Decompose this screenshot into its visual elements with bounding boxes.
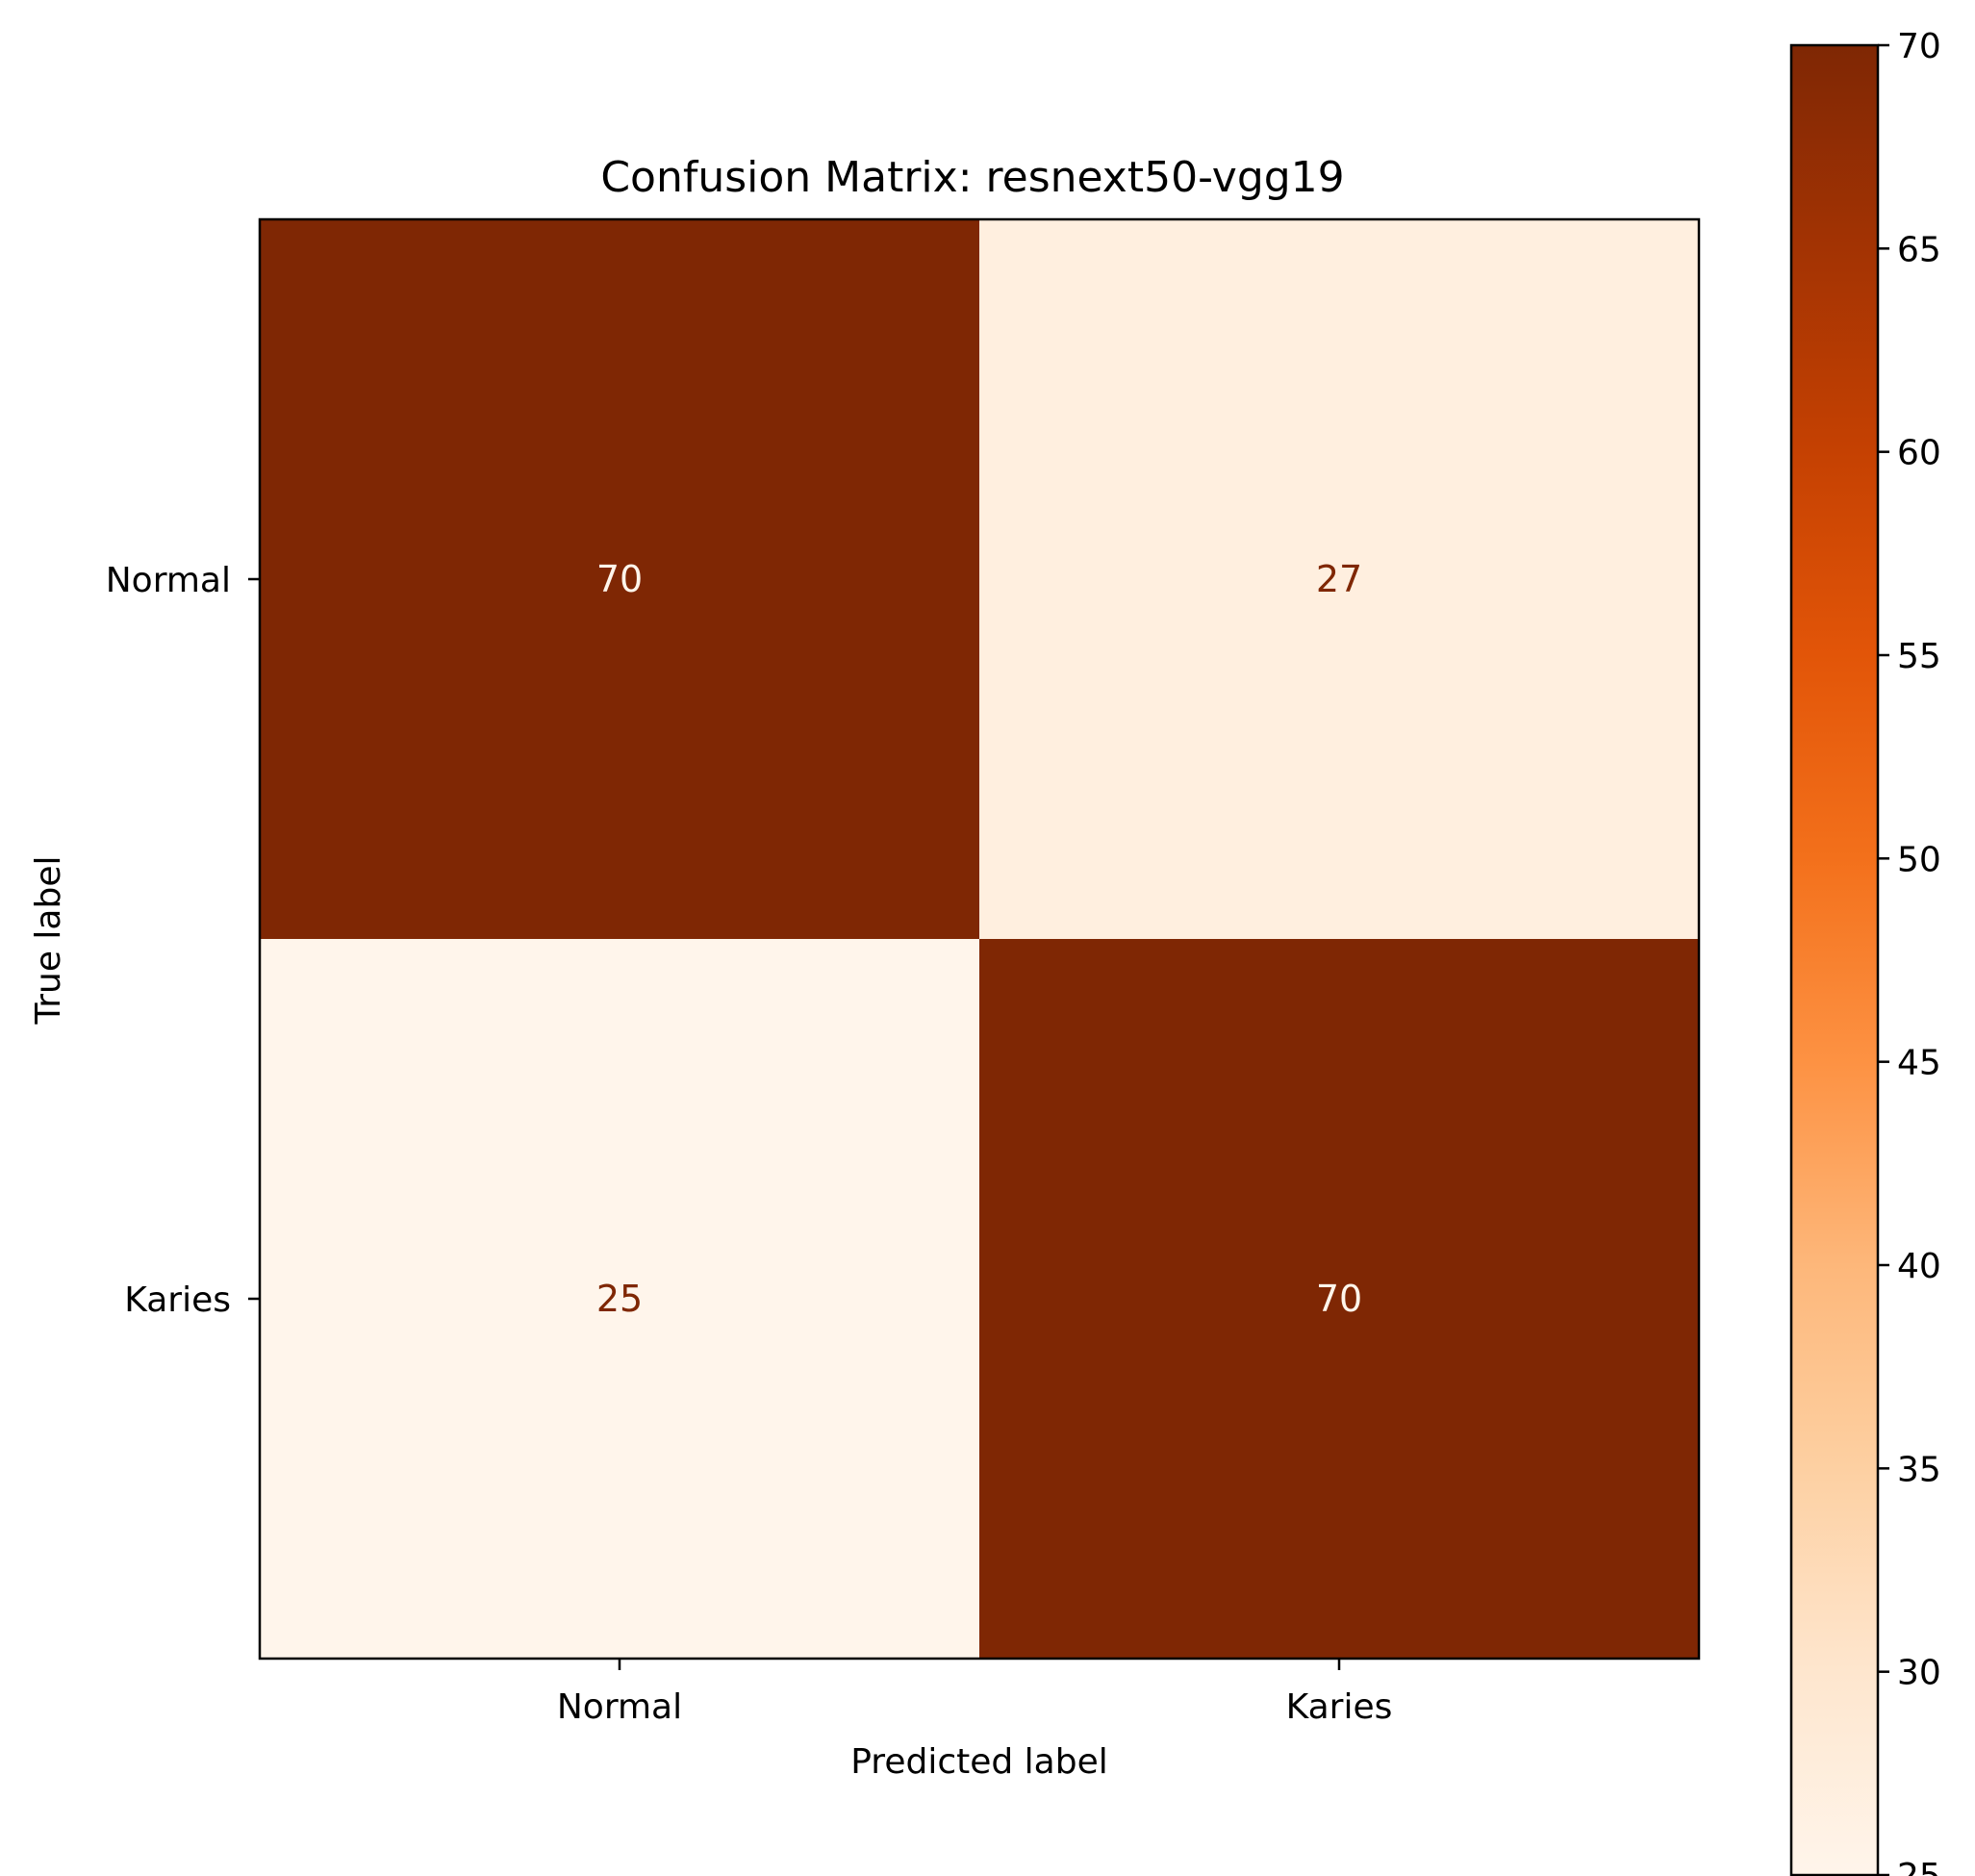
heatmap-cell xyxy=(260,219,979,939)
x-tick-label: Normal xyxy=(557,1687,682,1727)
colorbar-frame xyxy=(1789,43,1880,1876)
colorbar-tick-label: 45 xyxy=(1897,1044,1941,1083)
cell-value-label: 70 xyxy=(596,558,643,600)
heatmap-cell-labels: 70 27 25 70 xyxy=(596,558,1362,1320)
x-tick-label: Karies xyxy=(1286,1687,1393,1727)
y-tick-label: Normal xyxy=(106,561,231,600)
colorbar-ticks: 25 30 35 40 45 50 55 60 65 70 xyxy=(1878,27,1941,1876)
heatmap-cell xyxy=(979,219,1699,939)
x-axis-ticks: Normal Karies xyxy=(557,1659,1393,1727)
heatmap-cell xyxy=(979,939,1699,1659)
colorbar-tick-label: 50 xyxy=(1897,840,1941,879)
colorbar-tick-label: 60 xyxy=(1897,434,1941,473)
heatmap-cells xyxy=(260,219,1699,1659)
colorbar-tick-label: 30 xyxy=(1897,1654,1941,1693)
cell-value-label: 70 xyxy=(1316,1278,1362,1320)
cell-value-label: 27 xyxy=(1316,558,1362,600)
colorbar-tick-label: 55 xyxy=(1897,637,1941,676)
colorbar xyxy=(1791,45,1878,1875)
cell-value-label: 25 xyxy=(596,1278,643,1320)
colorbar-tick-label: 65 xyxy=(1897,230,1941,269)
plot-frame xyxy=(258,217,1701,1661)
y-tick-label: Karies xyxy=(124,1280,231,1320)
colorbar-tick-label: 70 xyxy=(1897,27,1941,66)
colorbar-tick-label: 25 xyxy=(1897,1857,1941,1876)
colorbar-tick-label: 40 xyxy=(1897,1247,1941,1286)
chart-title: Confusion Matrix: resnext50-vgg19 xyxy=(600,153,1344,202)
heatmap-cell xyxy=(260,939,979,1659)
y-axis-label: True label xyxy=(29,856,68,1026)
y-axis-ticks: Normal Karies xyxy=(106,561,260,1320)
colorbar-tick-label: 35 xyxy=(1897,1450,1941,1489)
x-axis-label: Predicted label xyxy=(850,1742,1108,1782)
